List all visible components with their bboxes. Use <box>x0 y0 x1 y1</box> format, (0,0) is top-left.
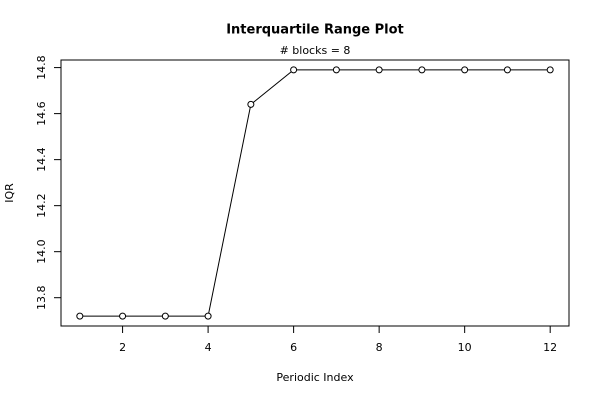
data-point <box>375 66 383 74</box>
data-point <box>503 66 511 74</box>
x-tick-label: 12 <box>543 341 557 354</box>
chart-title: Interquartile Range Plot <box>226 23 404 38</box>
y-tick-label: 14.2 <box>35 193 48 218</box>
y-tick-label: 14.4 <box>35 147 48 172</box>
data-point <box>461 66 469 74</box>
x-axis-label: Periodic Index <box>276 371 354 384</box>
data-point <box>332 66 340 74</box>
plot-frame <box>60 59 570 327</box>
x-tick-label: 6 <box>290 341 297 354</box>
y-tick-label: 13.8 <box>35 285 48 310</box>
y-tick-label: 14.0 <box>35 239 48 263</box>
y-axis-label: IQR <box>3 183 16 203</box>
series-line <box>79 69 551 317</box>
data-point <box>76 312 84 320</box>
y-tick-label: 14.8 <box>35 55 48 80</box>
x-tick-label: 4 <box>205 341 212 354</box>
data-point <box>247 100 255 108</box>
data-point <box>161 312 169 320</box>
y-tick-label: 14.6 <box>35 101 48 126</box>
data-point <box>418 66 426 74</box>
x-tick-label: 10 <box>458 341 472 354</box>
data-point <box>546 66 554 74</box>
data-point <box>119 312 127 320</box>
data-point <box>204 312 212 320</box>
x-tick-label: 2 <box>119 341 126 354</box>
data-point <box>290 66 298 74</box>
x-tick-label: 8 <box>376 341 383 354</box>
chart-subtitle: # blocks = 8 <box>280 44 351 57</box>
